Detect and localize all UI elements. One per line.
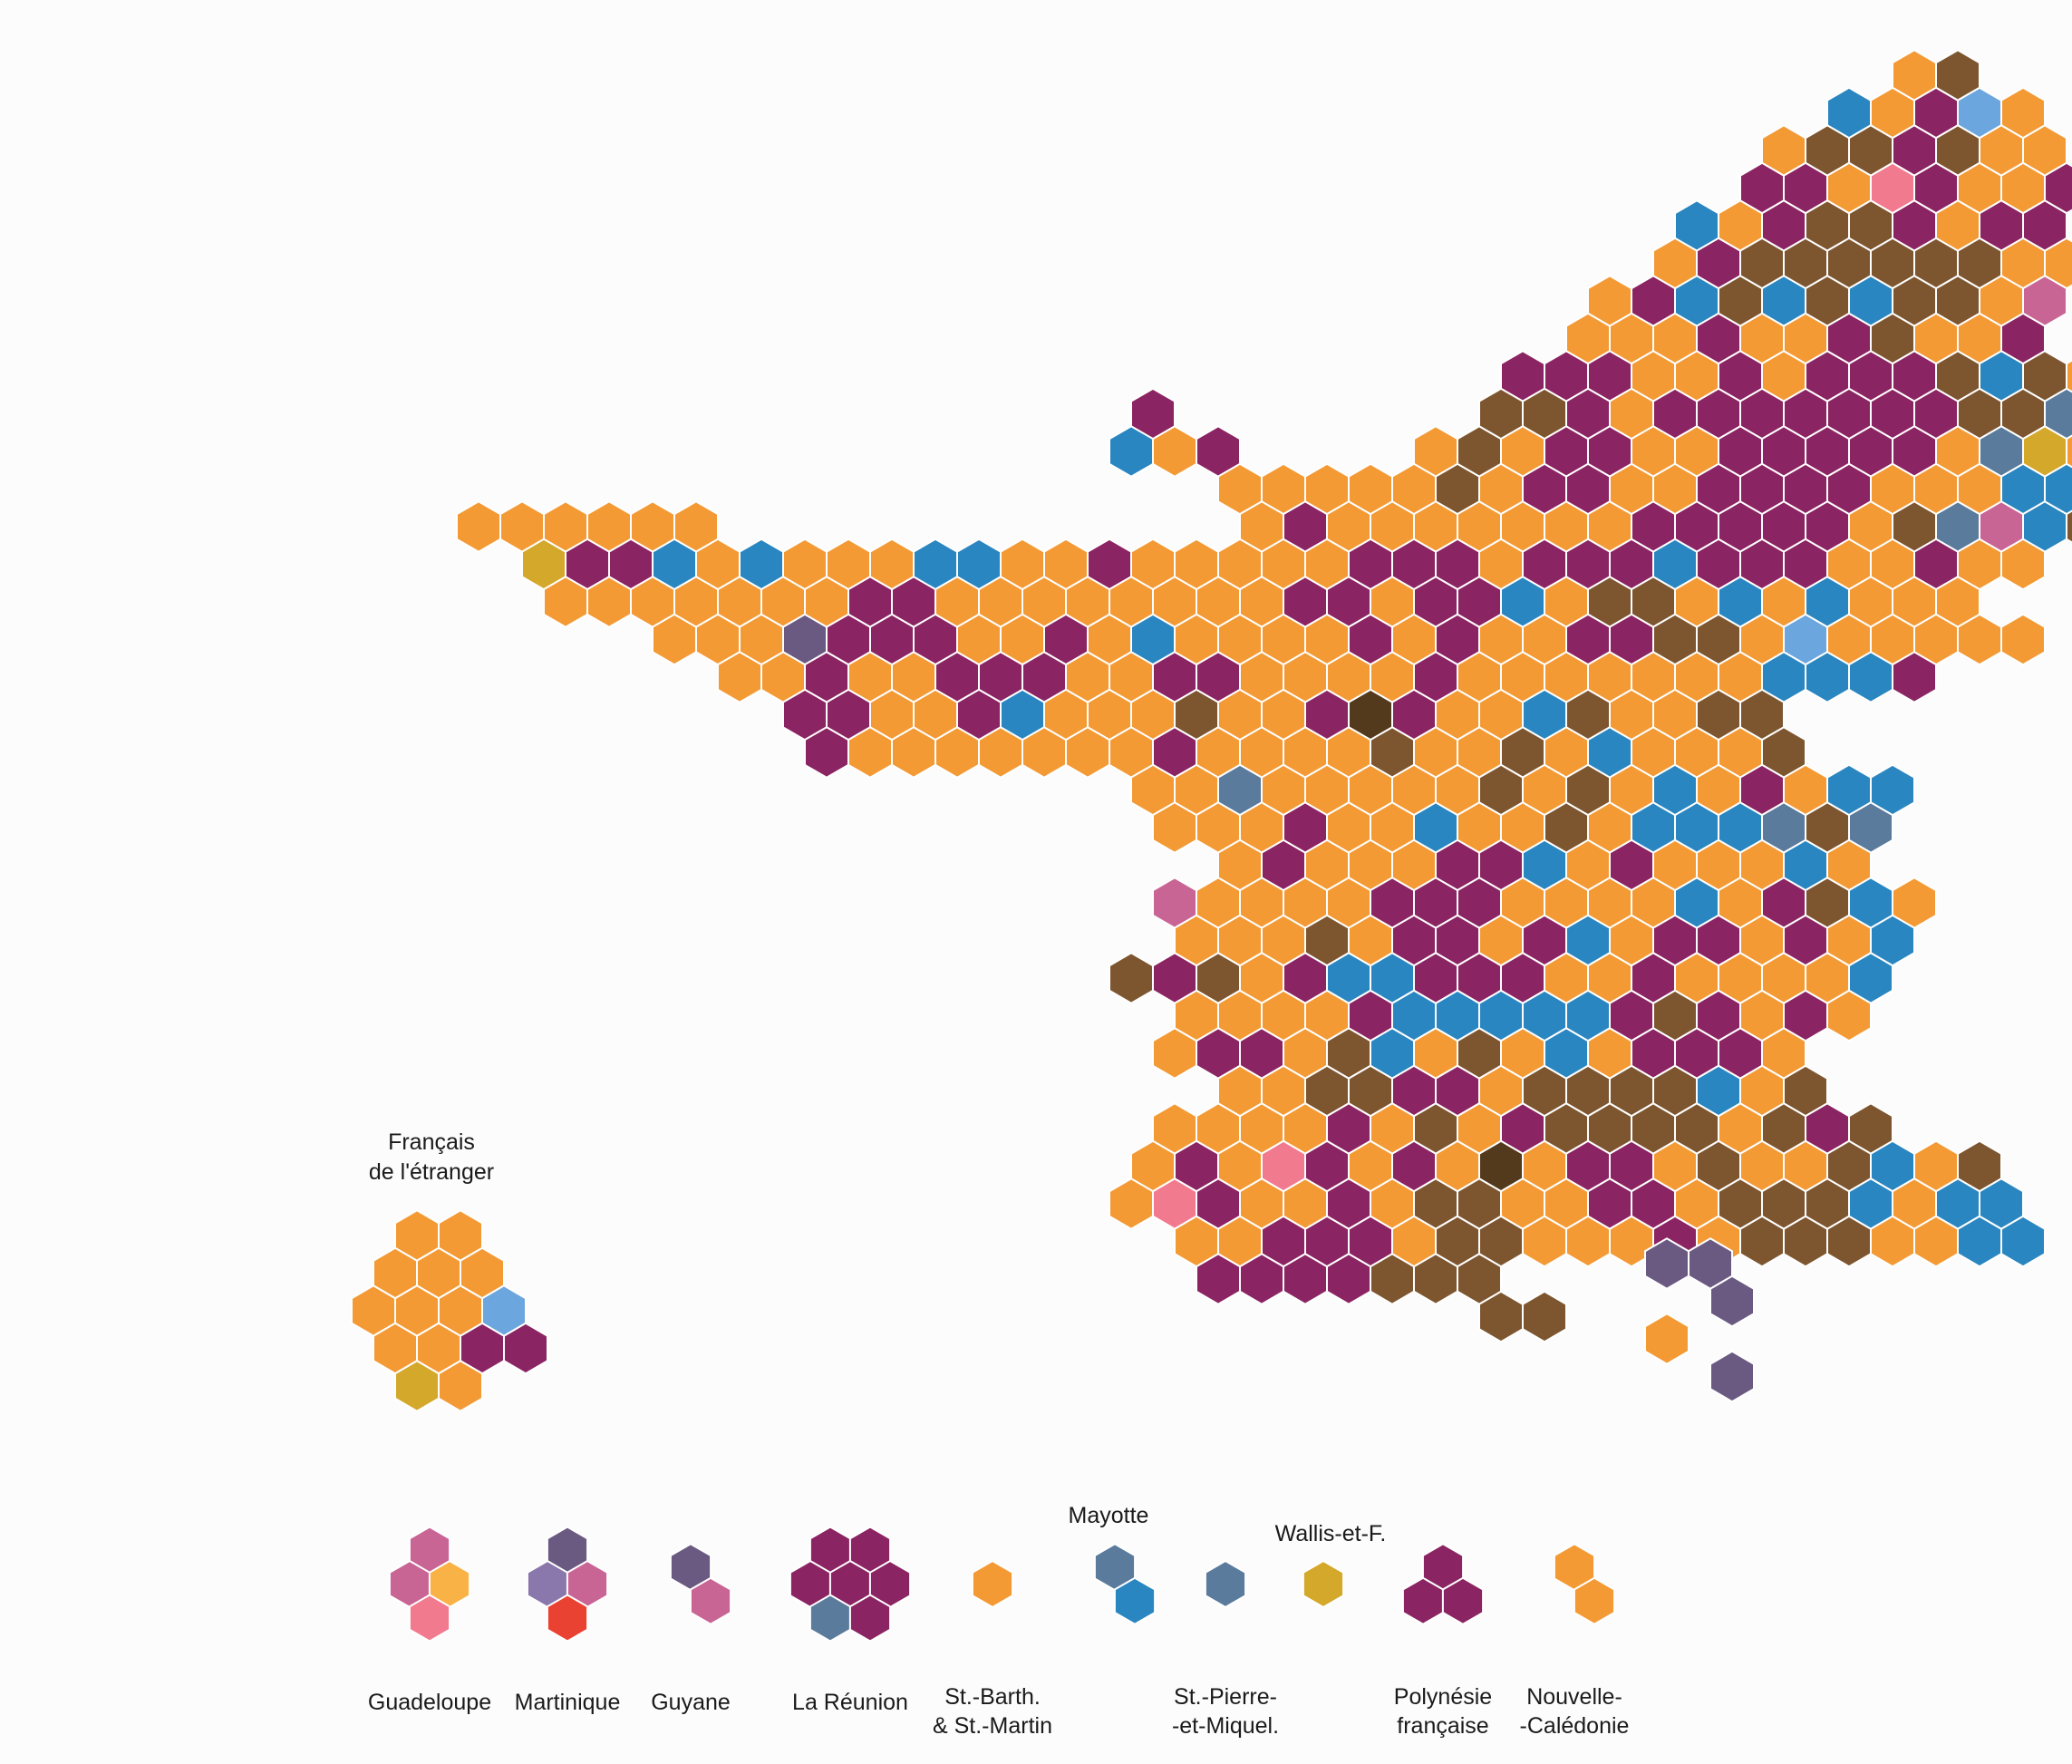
legend-top-label: Mayotte [1069,1503,1149,1528]
legend-label: Guadeloupe [368,1690,491,1715]
legend-item: Polynésie française [1394,1543,1492,1739]
legend-label: Nouvelle- [1526,1684,1622,1710]
corsica-hex-grid [1644,1237,1755,1403]
legend-hex [1113,1576,1157,1625]
abroad-constituency-hex [438,1360,483,1412]
constituency-hex [1892,651,1937,703]
legend-label: Martinique [515,1690,621,1715]
legend-hex [1573,1576,1616,1625]
legend-label: St.-Pierre- [1174,1684,1277,1710]
constituency-hex [1522,1290,1567,1343]
legend-item: Nouvelle- -Calédonie [1520,1543,1630,1739]
abroad-constituency-hex [503,1322,548,1375]
constituency-hex [2000,538,2046,591]
legend-item: Guadeloupe [368,1526,491,1715]
corsica-constituency-hex [1709,1350,1755,1403]
overseas-legend: Guadeloupe Martinique Guyane La Réunion St.-… [368,1503,1630,1739]
constituency-hex [1109,952,1154,1004]
legend-hex [689,1576,732,1625]
constituency-hex [456,500,501,553]
legend-label-line2: française [1397,1713,1488,1739]
legend-label-line2: -Calédonie [1520,1713,1630,1739]
legend-item: St.-Barth. & St.-Martin [933,1559,1052,1739]
corsica-constituency-hex [1644,1313,1690,1365]
legend-label: St.-Barth. [944,1684,1041,1710]
legend-item: Guyane [651,1543,732,1715]
legend-item: Wallis-et-F. [1275,1521,1387,1609]
legend-label: Guyane [651,1690,731,1715]
constituency-hex [2066,434,2072,469]
constituency-hex [2066,509,2072,544]
legend-hex [971,1559,1014,1609]
legend-hex [408,1594,451,1643]
legend-hex [1441,1576,1485,1625]
abroad-title-line2: de l'étranger [369,1159,494,1185]
constituency-hex [2066,359,2072,393]
legend-hex [1302,1559,1345,1609]
constituency-hex [2000,1215,2046,1268]
legend-label-line2: -et-Miquel. [1172,1713,1279,1739]
legend-label: La Réunion [792,1690,908,1715]
corsica-constituency-hex [1709,1275,1755,1328]
constituency-hex [2000,613,2046,666]
legend-item: St.-Pierre- -et-Miquel. [1172,1559,1279,1739]
mainland-hex-grid [456,49,2072,1343]
legend-item: La Réunion [789,1526,912,1715]
legend-hex [1204,1559,1247,1609]
legend-hex [848,1594,892,1643]
legend-hex [546,1594,589,1643]
constituency-hex [1826,989,1872,1042]
legend-item: Martinique [515,1526,621,1715]
legend-item: Mayotte [1069,1503,1157,1625]
legend-label-line2: & St.-Martin [933,1713,1052,1739]
francais-etranger-hex-grid [351,1209,548,1412]
abroad-title-line1: Français [388,1129,475,1155]
legend-label: Polynésie [1394,1684,1492,1710]
legend-top-label: Wallis-et-F. [1275,1521,1387,1546]
